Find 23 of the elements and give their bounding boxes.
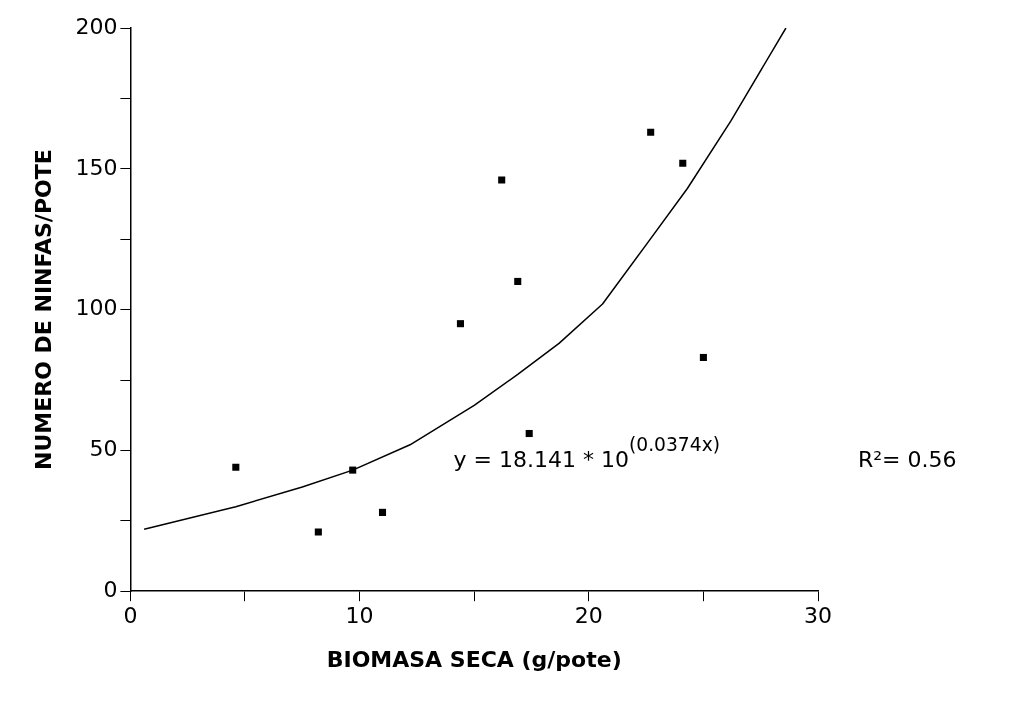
y-tick-label: 50 [89, 436, 118, 462]
x-tick-label: 10 [345, 603, 374, 629]
point [378, 508, 387, 516]
point [514, 277, 522, 285]
point [525, 429, 533, 438]
point [232, 463, 240, 471]
y-axis-title: NUMERO DE NINFAS/POTE [30, 149, 56, 470]
x-tick-label: 0 [123, 603, 138, 629]
y-tick-label: 200 [75, 13, 118, 39]
y-tick-label: 100 [75, 295, 118, 321]
point [349, 466, 357, 474]
y-tick-label: 150 [75, 154, 118, 180]
point [456, 320, 464, 328]
x-tick-label: 30 [804, 603, 832, 629]
x-axis-title: BIOMASA SECA (g/pote) [326, 646, 622, 672]
point [498, 176, 506, 184]
point [679, 159, 687, 167]
point [699, 353, 707, 362]
y-tick-label: 0 [103, 576, 118, 602]
text: R²= 0.56 [858, 447, 957, 473]
point [647, 128, 655, 136]
point [314, 528, 322, 536]
x-tick-label: 20 [574, 603, 603, 629]
